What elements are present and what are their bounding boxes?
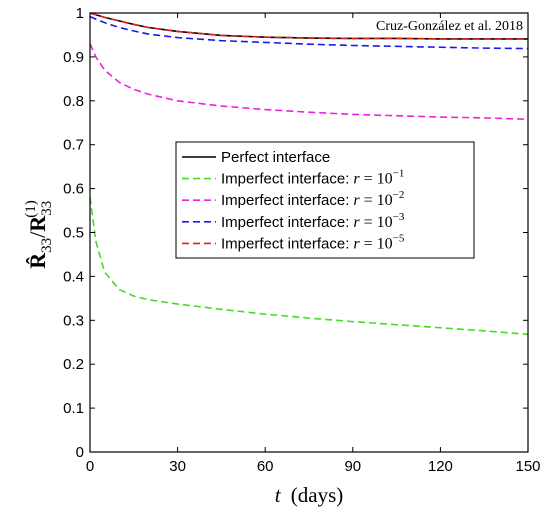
legend-item: Imperfect interface: r = 10−3 <box>182 211 405 231</box>
y-axis-label-den: R <box>25 215 50 232</box>
y-axis-label-den-sub: 33 <box>39 201 55 216</box>
y-axis: 0 0.1 0.2 0.3 0.4 0.5 0.6 0.7 0.8 0.9 1 <box>63 5 528 461</box>
x-tick-label: 120 <box>428 458 453 475</box>
x-tick-label: 90 <box>344 458 361 475</box>
x-tick-label: 60 <box>257 458 274 475</box>
y-axis-label-slash: / <box>25 231 50 238</box>
legend-box <box>175 141 475 259</box>
svg-text:R̂33/R33(1): R̂33/R33(1) <box>23 200 55 268</box>
series-line-1 <box>89 197 529 336</box>
x-tick-label: 30 <box>169 458 186 475</box>
legend-label: Perfect interface <box>221 149 330 166</box>
legend-item: Imperfect interface: r = 10−1 <box>182 168 404 188</box>
series-line-3 <box>89 15 529 50</box>
legend-item: Perfect interface <box>182 149 330 166</box>
x-tick-label: 150 <box>515 458 540 475</box>
legend: Perfect interface Imperfect interface: r =… <box>175 141 475 259</box>
plot-lines <box>89 12 529 336</box>
y-tick-label: 0.6 <box>63 181 84 198</box>
legend-label: Imperfect interface: r = 10−1 <box>221 168 404 188</box>
y-tick-label: 0.9 <box>63 49 84 66</box>
y-tick-label: 1 <box>76 5 84 22</box>
y-axis-label-num-sub: 33 <box>39 238 55 253</box>
y-axis-label-den-sup: (1) <box>23 200 39 218</box>
y-tick-label: 0.3 <box>63 312 84 329</box>
x-axis-label-var: t <box>275 483 282 507</box>
y-tick-label: 0.8 <box>63 93 84 110</box>
y-tick-label: 0.7 <box>63 137 84 154</box>
legend-label: Imperfect interface: r = 10−2 <box>221 189 404 209</box>
y-tick-label: 0 <box>76 444 84 461</box>
y-tick-label: 0.1 <box>63 400 84 417</box>
x-axis-label-unit: (days) <box>291 483 343 507</box>
x-tick-label: 0 <box>86 458 94 475</box>
y-tick-label: 0.5 <box>63 225 84 242</box>
series-line-2 <box>89 43 529 121</box>
y-tick-label: 0.4 <box>63 268 84 285</box>
y-axis-label-num: R̂ <box>25 252 50 269</box>
series-line-4 <box>89 12 528 40</box>
source-annotation: Cruz-González et al. 2018 <box>376 19 523 34</box>
legend-label: Imperfect interface: r = 10−3 <box>221 211 405 231</box>
legend-item: Imperfect interface: r = 10−2 <box>182 189 404 209</box>
legend-label: Imperfect interface: r = 10−5 <box>221 232 405 252</box>
y-tick-label: 0.2 <box>63 356 84 373</box>
x-axis-label: t (days) <box>275 483 344 507</box>
legend-item: Imperfect interface: r = 10−5 <box>182 232 405 252</box>
x-axis: 0 30 60 90 120 150 <box>86 13 541 475</box>
y-axis-label: R̂33/R33(1) <box>23 200 55 268</box>
